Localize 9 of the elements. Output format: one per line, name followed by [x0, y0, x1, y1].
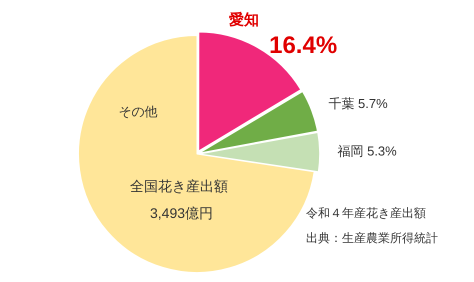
slice-label: 愛知 — [229, 12, 260, 29]
text: 全国花き産出額 — [130, 178, 228, 196]
slice-label: その他 — [118, 104, 158, 120]
text: 3,493億円 — [150, 205, 214, 223]
data-label: 16.4% — [269, 32, 338, 60]
slice-label: 千葉 5.7% — [328, 96, 388, 111]
source-note: 出典：生産農業所得統計 — [306, 230, 438, 247]
text: 令和４年産花き産出額 — [306, 205, 426, 222]
slice-label: 福岡 5.3% — [337, 143, 398, 158]
